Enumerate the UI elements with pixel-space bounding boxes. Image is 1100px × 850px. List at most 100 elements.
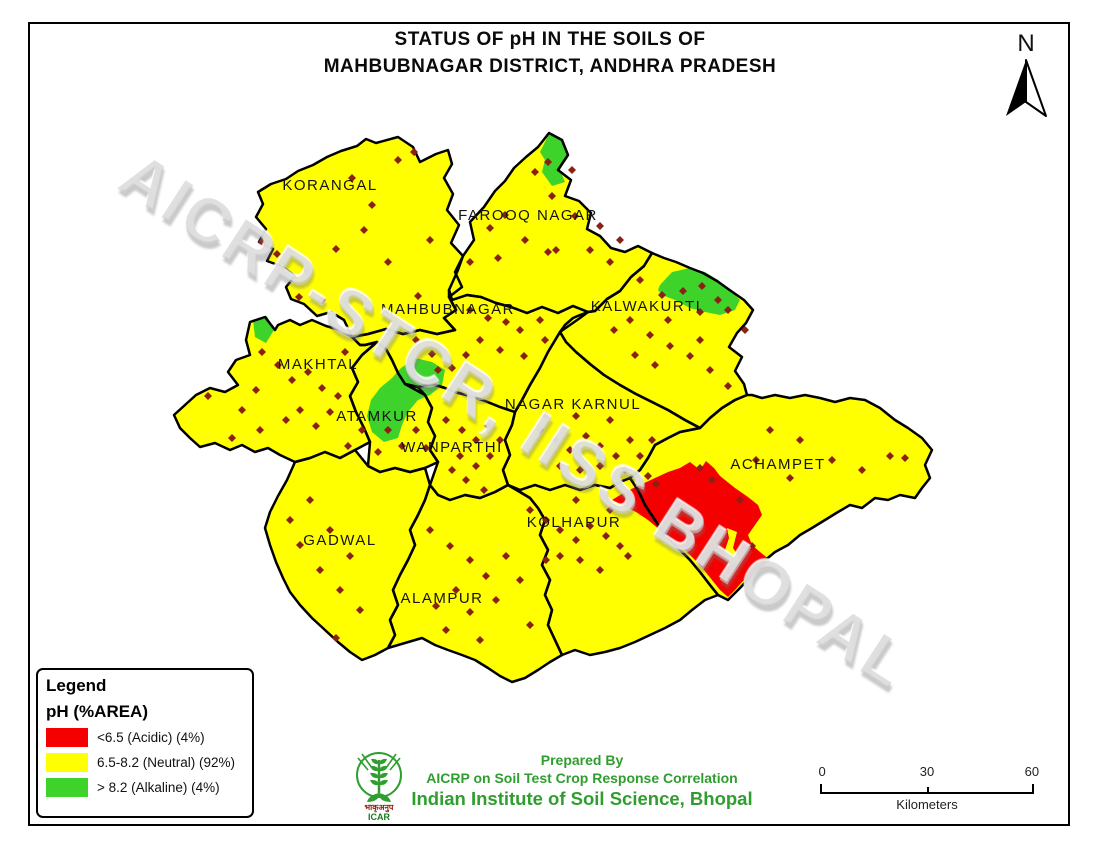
soil-sample-point <box>374 448 382 456</box>
soil-sample-point <box>586 522 594 530</box>
soil-sample-point <box>476 636 484 644</box>
soil-sample-point <box>484 422 492 430</box>
soil-sample-point <box>606 416 614 424</box>
soil-sample-point <box>624 552 632 560</box>
north-arrow-label: N <box>1017 30 1035 57</box>
soil-sample-point <box>748 542 756 550</box>
soil-sample-point <box>480 486 488 494</box>
soil-sample-point <box>526 506 534 514</box>
scale-tick-60: 60 <box>1024 764 1040 779</box>
soil-sample-point <box>394 156 402 164</box>
soil-sample-point <box>679 287 687 295</box>
soil-sample-point <box>646 331 654 339</box>
page-border <box>28 22 1070 826</box>
district-fill-korangal <box>256 137 463 337</box>
soil-sample-point <box>332 245 340 253</box>
soil-sample-point <box>696 464 704 472</box>
soil-sample-point <box>548 192 556 200</box>
soil-sample-point <box>496 436 504 444</box>
soil-sample-point <box>410 148 418 156</box>
soil-sample-point <box>472 436 480 444</box>
soil-sample-point <box>472 462 480 470</box>
district-label-nagar-karnul: NAGAR KARNUL <box>505 396 641 413</box>
district-label-alampur: ALAMPUR <box>400 590 483 607</box>
soil-sample-point <box>606 258 614 266</box>
soil-sample-point <box>312 422 320 430</box>
soil-sample-point <box>741 326 749 334</box>
scale-tick-30: 30 <box>919 764 935 779</box>
soil-sample-point <box>492 596 500 604</box>
soil-sample-point <box>476 336 484 344</box>
soil-sample-point <box>484 314 492 322</box>
soil-sample-point <box>502 552 510 560</box>
district-label-kolhapur: KOLHAPUR <box>527 514 622 531</box>
soil-sample-point <box>360 226 368 234</box>
map-title-line1: STATUS OF pH IN THE SOILS OF <box>394 29 706 50</box>
district-label-mahbubnagar: MAHBUBNAGAR <box>381 301 515 318</box>
legend-item-2: > 8.2 (Alkaline) (4%) <box>46 778 244 797</box>
ph-patch-neutral-5 <box>725 528 741 566</box>
soil-sample-point <box>572 536 580 544</box>
district-boundary-alampur <box>386 483 564 684</box>
soil-sample-point <box>432 602 440 610</box>
soil-sample-point <box>786 474 794 482</box>
legend-swatch-0 <box>46 728 88 747</box>
district-label-makhtal: MAKHTAL <box>278 356 358 373</box>
soil-sample-point <box>658 291 666 299</box>
soil-sample-point <box>521 236 529 244</box>
ph-patch-alkaline-2 <box>367 358 445 442</box>
soil-sample-point <box>358 426 366 434</box>
soil-sample-point <box>348 174 356 182</box>
district-label-farooq-nagar: FAROOQ NAGAR <box>458 207 598 224</box>
soil-sample-point <box>552 436 560 444</box>
soil-sample-point <box>666 342 674 350</box>
map-title: STATUS OF pH IN THE SOILS OF MAHBUBNAGAR… <box>0 26 1100 80</box>
soil-sample-point <box>602 532 610 540</box>
soil-sample-point <box>295 293 303 301</box>
soil-sample-point <box>626 316 634 324</box>
soil-sample-point <box>486 452 494 460</box>
soil-sample-point <box>334 392 342 400</box>
district-label-wanparthi: WANPARTHI <box>401 439 503 456</box>
soil-sample-point <box>462 351 470 359</box>
credits-prepared-by: Prepared By <box>540 752 624 768</box>
soil-sample-point <box>384 258 392 266</box>
soil-sample-point <box>502 318 510 326</box>
soil-sample-point <box>544 248 552 256</box>
soil-sample-point <box>434 366 442 374</box>
scale-bar: 0 30 60 Kilometers <box>819 764 1040 812</box>
soil-sample-point <box>828 456 836 464</box>
soil-sample-point <box>696 336 704 344</box>
soil-sample-point <box>336 586 344 594</box>
district-label-atamkur: ATAMKUR <box>336 408 418 425</box>
soil-sample-point <box>606 506 614 514</box>
soil-sample-point <box>258 238 266 246</box>
credits-institute: Indian Institute of Soil Science, Bhopal <box>411 788 753 809</box>
soil-sample-point <box>304 368 312 376</box>
soil-sample-point <box>414 292 422 300</box>
soil-sample-point <box>428 350 436 358</box>
district-fill-makhtal <box>174 317 377 462</box>
soil-sample-point <box>274 361 282 369</box>
soil-sample-point <box>648 436 656 444</box>
district-fill-wanparthi <box>405 384 515 500</box>
soil-sample-point <box>466 258 474 266</box>
soil-sample-point <box>456 452 464 460</box>
soil-sample-point <box>724 306 732 314</box>
soil-sample-point <box>596 566 604 574</box>
soil-sample-point <box>346 552 354 560</box>
soil-sample-point <box>696 308 704 316</box>
soil-sample-point <box>448 364 456 372</box>
district-fill-alampur <box>388 485 562 682</box>
soil-sample-point <box>482 572 490 580</box>
soil-sample-point <box>326 526 334 534</box>
soil-sample-point <box>384 426 392 434</box>
soil-sample-point <box>596 222 604 230</box>
soil-sample-point <box>612 452 620 460</box>
icar-logo: भाकृअनुप ICAR <box>356 752 402 822</box>
soil-sample-point <box>318 296 326 304</box>
soil-sample-point <box>542 412 550 420</box>
soil-sample-point <box>296 541 304 549</box>
soil-sample-point <box>204 392 212 400</box>
soil-sample-point <box>552 246 560 254</box>
